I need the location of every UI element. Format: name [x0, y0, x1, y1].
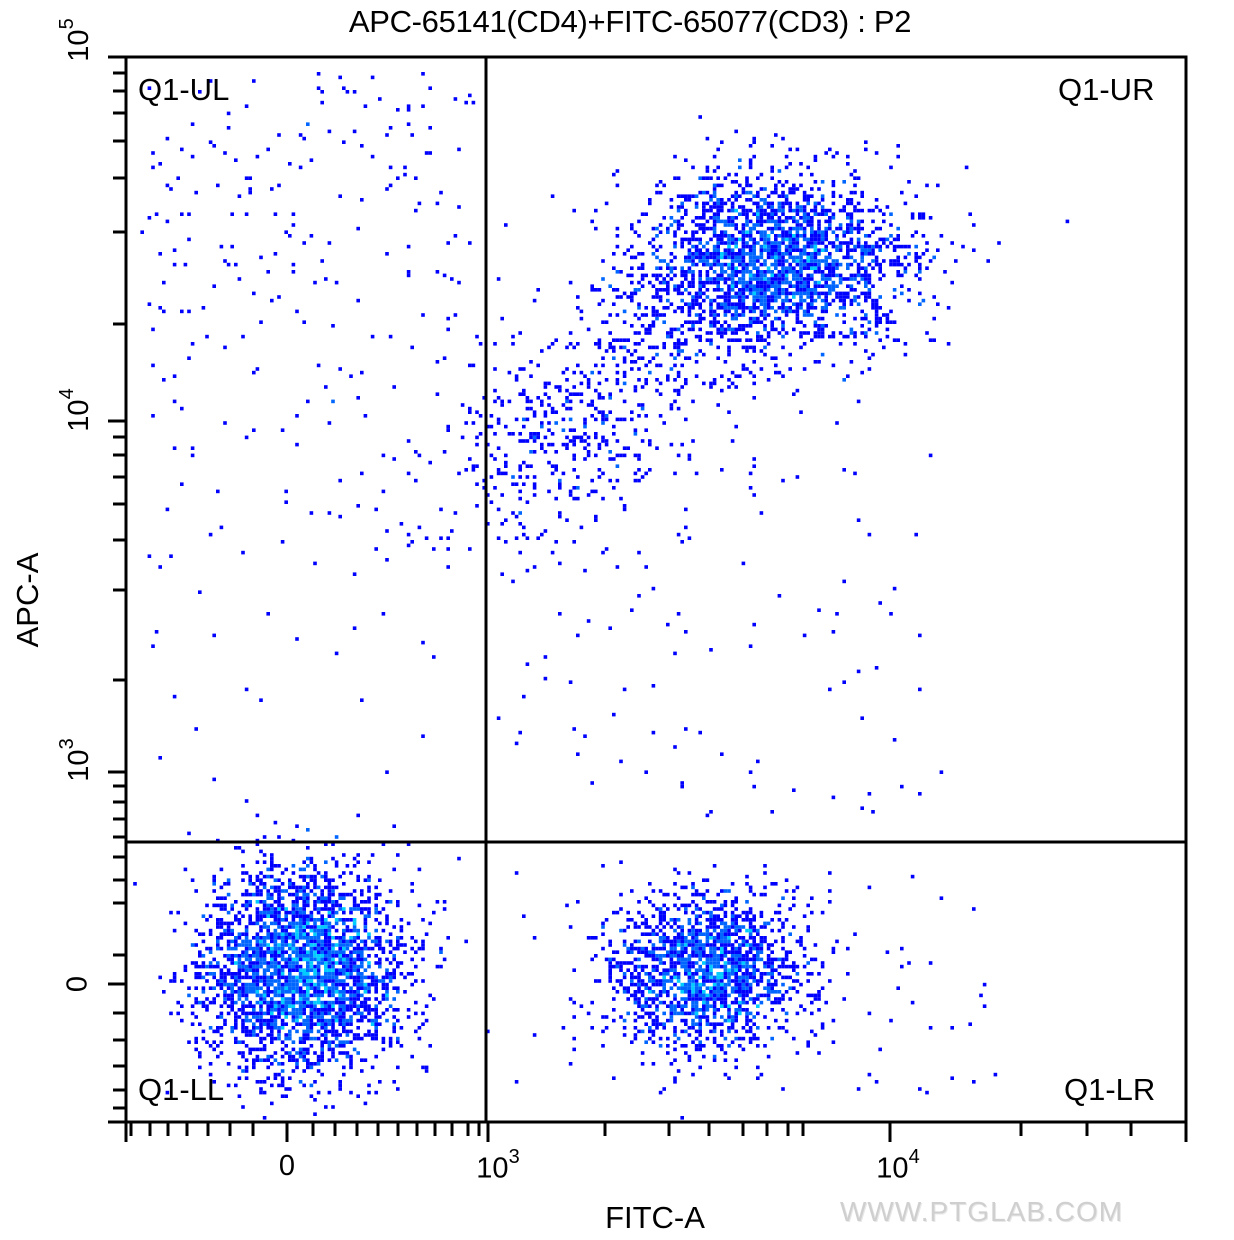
- x-axis-label: FITC-A: [605, 1200, 705, 1235]
- y-axis-ticks: [108, 55, 126, 1124]
- x-tick-label-1e3: 103: [476, 1146, 520, 1185]
- x-tick-label-1e4: 104: [876, 1146, 920, 1185]
- y-tick-label-0: 0: [61, 975, 94, 993]
- y-axis-label: APC-A: [10, 552, 45, 648]
- quadrant-label-ul: Q1-UL: [138, 72, 230, 107]
- watermark: WWW.PTGLAB.COM: [840, 1196, 1124, 1227]
- quadrant-label-ur: Q1-UR: [1058, 72, 1155, 107]
- event-dots: [133, 72, 1070, 1120]
- y-tick-label-1e3: 103: [56, 738, 95, 782]
- chart-title: APC-65141(CD4)+FITC-65077(CD3) : P2: [348, 4, 912, 39]
- y-tick-label-1e5: 105: [56, 18, 95, 62]
- x-tick-label-0: 0: [278, 1150, 296, 1182]
- quadrant-label-ll: Q1-LL: [138, 1072, 225, 1107]
- x-axis-ticks: [124, 1122, 1188, 1142]
- quadrant-label-lr: Q1-LR: [1064, 1072, 1156, 1107]
- y-tick-label-1e4: 104: [56, 388, 95, 432]
